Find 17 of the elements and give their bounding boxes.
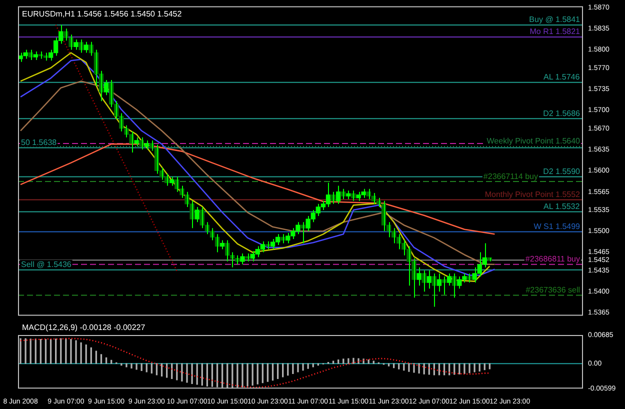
ref-line-label: AL 1.5532 bbox=[544, 202, 580, 211]
ref-line-label: Mo R1 1.5821 bbox=[530, 27, 581, 36]
ref-line-label: Monthly Pivot Point 1.5552 bbox=[484, 190, 581, 199]
ref-line-label: #23667114 buy bbox=[483, 172, 538, 181]
ref-line-label: 50 1.5638 bbox=[21, 138, 58, 147]
ref-line-label: Buy @ 1.5841 bbox=[529, 15, 581, 24]
ref-line-label: W S1 1.5499 bbox=[534, 222, 581, 231]
ref-line-label: AL 1.5746 bbox=[544, 72, 580, 82]
chart-title: MACD(12,26,9) -0.00128 -0.00227 bbox=[22, 323, 146, 332]
ref-line-label: Sell @ 1.5436 bbox=[21, 260, 72, 270]
ref-line-label: #23673636 sell bbox=[526, 285, 580, 294]
ref-line-label: #23686811 buy bbox=[525, 254, 580, 264]
line-series bbox=[20, 338, 490, 388]
ref-line-label: D2 1.5686 bbox=[543, 108, 581, 118]
chart-title: EURUSDm,H1 1.5456 1.5456 1.5450 1.5452 bbox=[22, 9, 182, 18]
ref-line-label: Weekly Pivot Point 1.5640 bbox=[486, 136, 581, 146]
ref-line-label: D2 1.5590 bbox=[543, 166, 581, 176]
